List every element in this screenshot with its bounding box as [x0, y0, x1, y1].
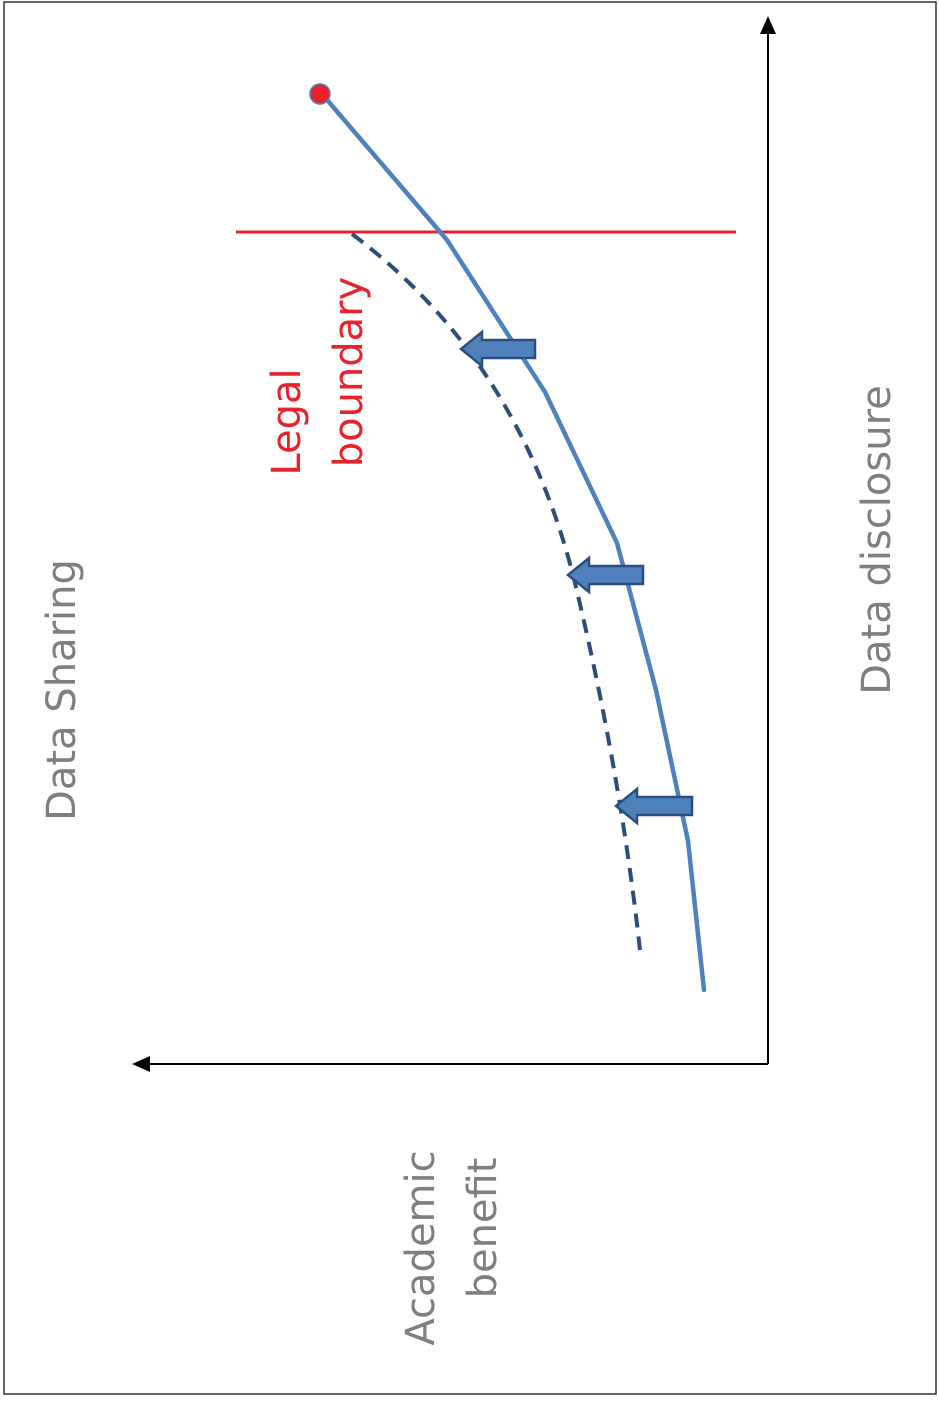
- axes: [132, 16, 776, 1072]
- vertical-axis-arrowhead: [760, 16, 776, 34]
- shift-arrow-3: [614, 786, 694, 826]
- horizontal-axis-label-line1: Academic: [398, 1150, 444, 1345]
- shift-arrows: [459, 329, 694, 826]
- legal-boundary-label-line2: boundary: [326, 277, 372, 468]
- original-curve: [319, 91, 707, 993]
- diagram-title: Data Sharing: [39, 559, 85, 821]
- shifted-curve: [350, 232, 642, 951]
- horizontal-axis-label-line2: benefit: [460, 1158, 506, 1299]
- legal-boundary-label-line1: Legal: [264, 368, 310, 475]
- figure-border: [3, 1, 937, 1395]
- horizontal-axis-arrowhead: [132, 1056, 150, 1072]
- vertical-axis-label: Data disclosure: [854, 385, 900, 695]
- shift-arrow-2: [566, 555, 645, 595]
- curve-end-marker: [309, 83, 331, 105]
- shift-arrow-1: [459, 329, 537, 369]
